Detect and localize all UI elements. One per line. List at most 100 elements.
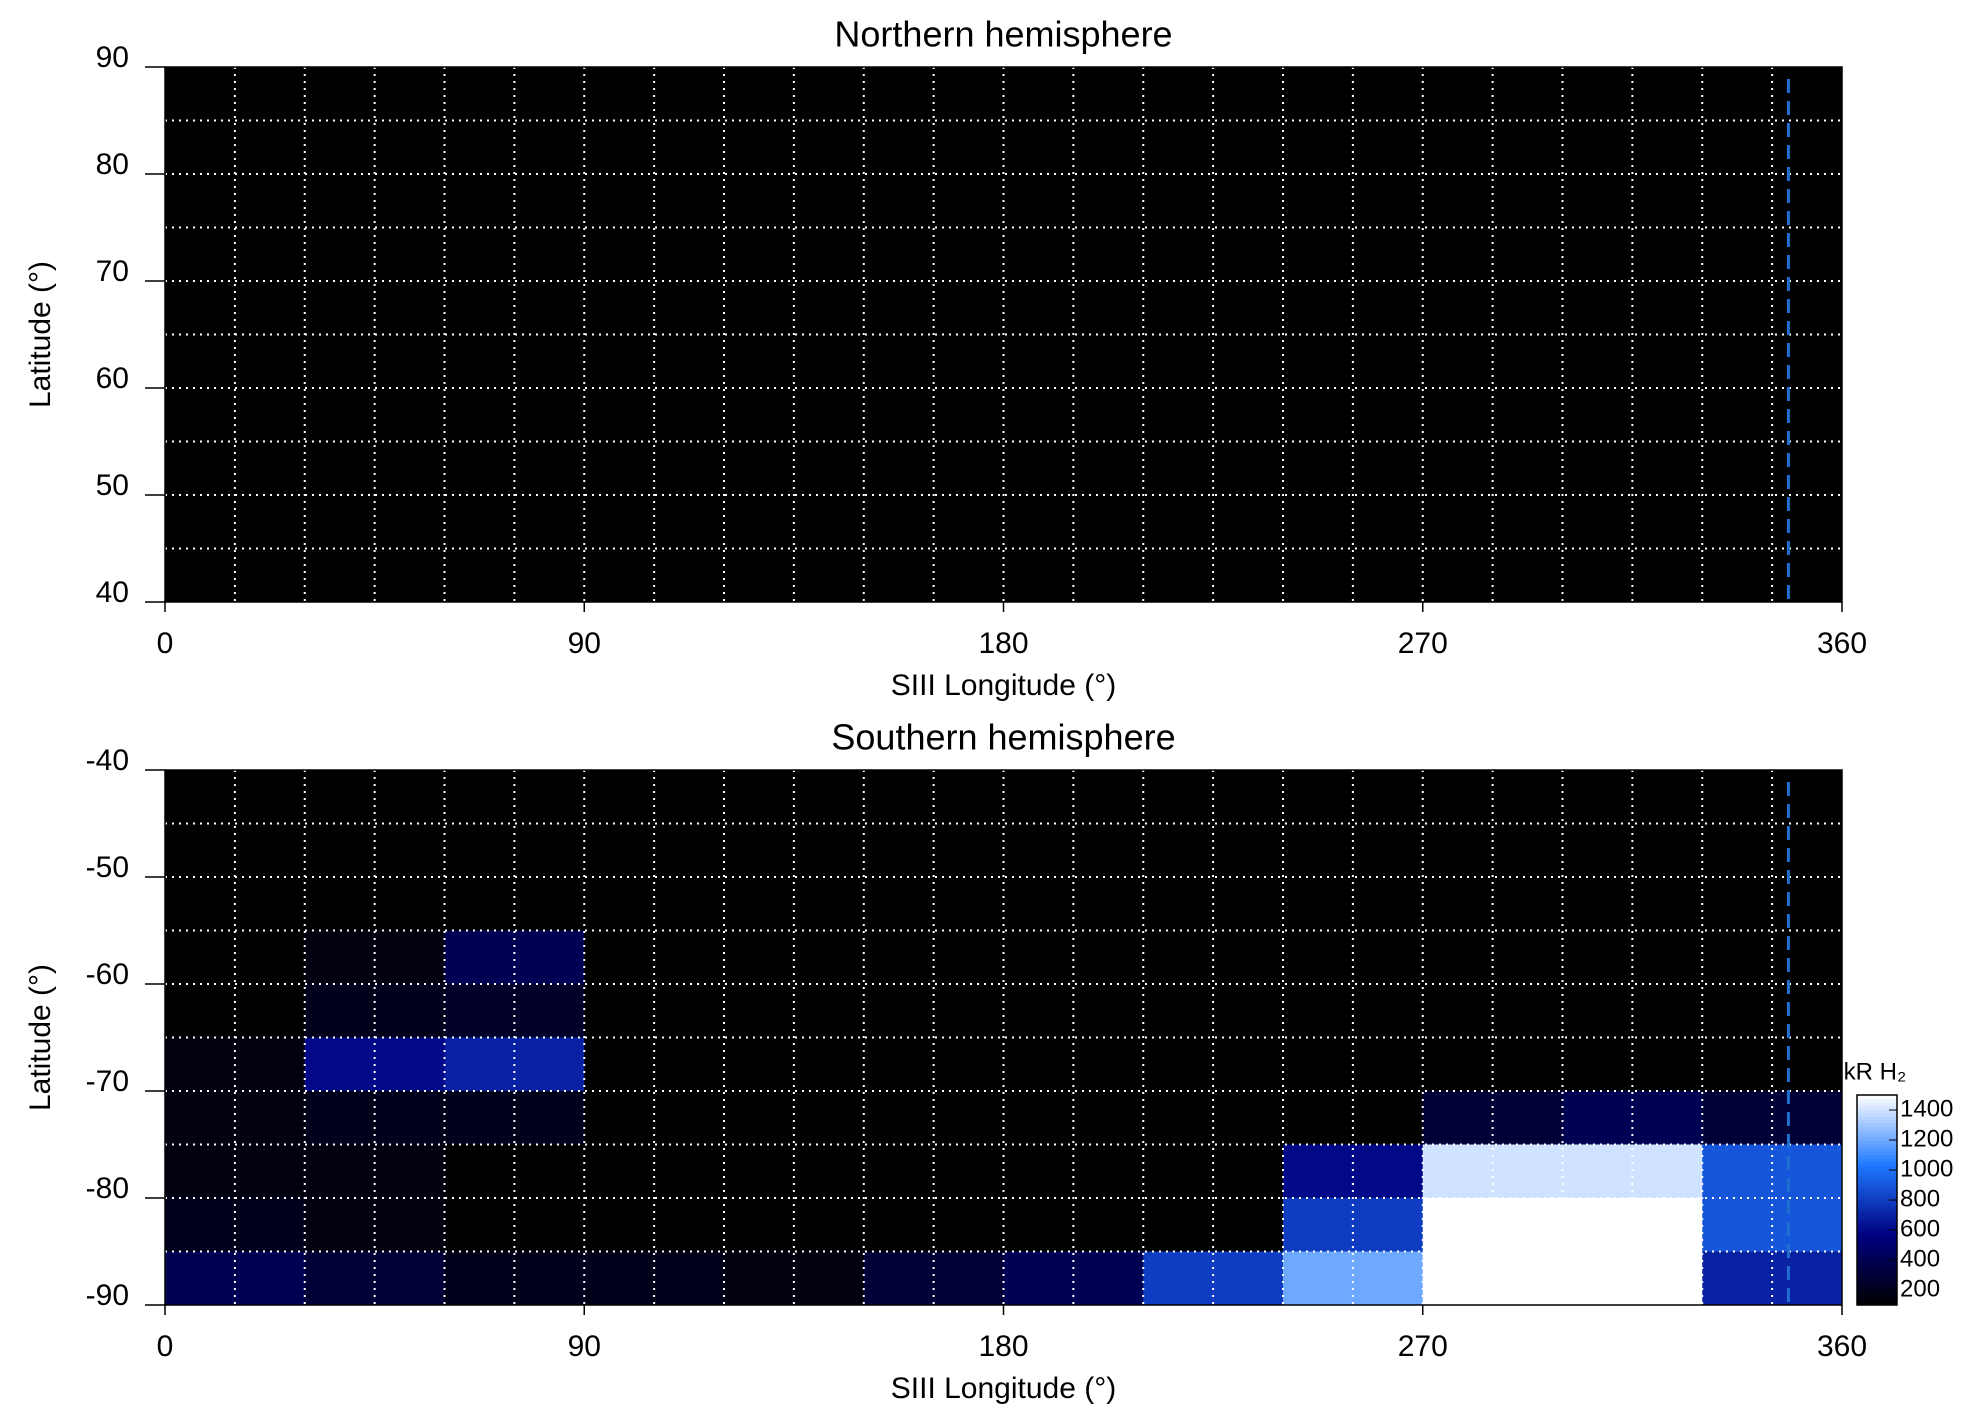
x-tick-label: 0 xyxy=(157,1330,174,1363)
colorbar-segment xyxy=(1857,1291,1897,1295)
y-tick-label: -40 xyxy=(86,744,129,777)
colorbar-segment xyxy=(1857,1245,1897,1250)
colorbar-segment xyxy=(1857,1147,1897,1152)
y-tick-label: 90 xyxy=(96,41,129,74)
heatmap-cell xyxy=(724,1251,865,1306)
colorbar-tick-label: 600 xyxy=(1900,1215,1940,1242)
heatmap-cell xyxy=(1143,1144,1284,1199)
colorbar-segment xyxy=(1857,1284,1897,1288)
colorbar-segment xyxy=(1857,1168,1897,1173)
heatmap-cell xyxy=(165,1144,306,1199)
chart-title: Northern hemisphere xyxy=(834,14,1172,55)
y-tick-label: -50 xyxy=(86,851,129,884)
y-tick-label: -60 xyxy=(86,958,129,991)
colorbar-tick-label: 400 xyxy=(1900,1245,1940,1272)
colorbar-segment xyxy=(1857,1298,1897,1302)
colorbar-segment xyxy=(1857,1224,1897,1229)
colorbar-segment xyxy=(1857,1119,1897,1124)
x-tick-label: 360 xyxy=(1817,627,1867,660)
colorbar-segment xyxy=(1857,1287,1897,1292)
colorbar-label: kR H₂ xyxy=(1844,1058,1907,1085)
heatmap-cell xyxy=(165,1251,306,1306)
y-tick-label: 50 xyxy=(96,469,129,502)
colorbar-segment xyxy=(1857,1140,1897,1145)
x-tick-label: 90 xyxy=(568,1330,601,1363)
heatmap-cell xyxy=(724,1144,865,1199)
colorbar-segment xyxy=(1857,1154,1897,1159)
heatmap-cell xyxy=(1003,1251,1144,1306)
heatmap-cell xyxy=(863,1251,1004,1306)
heatmap-cell xyxy=(584,1251,725,1306)
x-tick-label: 180 xyxy=(978,627,1028,660)
colorbar-segment xyxy=(1857,1175,1897,1180)
heatmap-cell xyxy=(584,1144,725,1199)
heatmap-cell xyxy=(1702,1144,1843,1199)
colorbar-segment xyxy=(1857,1270,1897,1274)
colorbar-segment xyxy=(1857,1193,1897,1197)
colorbar-segment xyxy=(1857,1228,1897,1232)
heatmap-cell xyxy=(1003,1144,1144,1199)
colorbar-segment xyxy=(1857,1102,1897,1106)
colorbar-segment xyxy=(1857,1231,1897,1236)
y-axis-label: Latitude (°) xyxy=(24,261,57,408)
heatmap-cell xyxy=(444,1144,585,1199)
x-tick-label: 90 xyxy=(568,627,601,660)
colorbar-segment xyxy=(1857,1238,1897,1243)
colorbar-segment xyxy=(1857,1263,1897,1267)
x-tick-label: 270 xyxy=(1398,1330,1448,1363)
y-axis-label: Latitude (°) xyxy=(24,964,57,1111)
colorbar-segment xyxy=(1857,1203,1897,1208)
colorbar-segment xyxy=(1857,1161,1897,1166)
heatmap-cell xyxy=(1283,1251,1424,1306)
heatmap-cell xyxy=(304,1144,445,1199)
colorbar-segment xyxy=(1857,1273,1897,1278)
heatmap-cell xyxy=(1283,1144,1424,1199)
colorbar-segment xyxy=(1857,1095,1897,1099)
heatmap-cell xyxy=(1562,1144,1703,1199)
colorbar-segment xyxy=(1857,1214,1897,1218)
colorbar-segment xyxy=(1857,1200,1897,1204)
colorbar-segment xyxy=(1857,1259,1897,1264)
heatmap-cell xyxy=(1562,1251,1703,1306)
colorbar-tick-label: 200 xyxy=(1900,1275,1940,1302)
colorbar-segment xyxy=(1857,1137,1897,1141)
colorbar-segment xyxy=(1857,1242,1897,1246)
colorbar-segment xyxy=(1857,1172,1897,1176)
y-tick-label: 40 xyxy=(96,576,129,609)
colorbar-segment xyxy=(1857,1221,1897,1225)
heatmap-cell xyxy=(304,1251,445,1306)
colorbar-segment xyxy=(1857,1158,1897,1162)
colorbar-segment xyxy=(1857,1294,1897,1299)
heatmap-cell xyxy=(1702,1251,1843,1306)
colorbar-segment xyxy=(1857,1098,1897,1103)
heatmap-cell xyxy=(863,1144,1004,1199)
colorbar-segment xyxy=(1857,1235,1897,1239)
heatmap-cell xyxy=(444,1251,585,1306)
colorbar-segment xyxy=(1857,1277,1897,1281)
colorbar-segment xyxy=(1857,1109,1897,1113)
x-tick-label: 180 xyxy=(978,1330,1028,1363)
colorbar-tick-label: 1200 xyxy=(1900,1125,1953,1152)
colorbar-segment xyxy=(1857,1196,1897,1201)
y-tick-label: 60 xyxy=(96,362,129,395)
colorbar-segment xyxy=(1857,1151,1897,1155)
colorbar-tick-label: 1000 xyxy=(1900,1155,1953,1182)
x-tick-label: 360 xyxy=(1817,1330,1867,1363)
colorbar-segment xyxy=(1857,1266,1897,1271)
colorbar-segment xyxy=(1857,1249,1897,1253)
heatmap-cell xyxy=(1422,1144,1563,1199)
colorbar-segment xyxy=(1857,1130,1897,1134)
heatmap-cell xyxy=(1143,1251,1284,1306)
chart-title: Southern hemisphere xyxy=(831,717,1175,758)
x-axis-label: SIII Longitude (°) xyxy=(891,669,1116,702)
colorbar-segment xyxy=(1857,1144,1897,1148)
colorbar-segment xyxy=(1857,1252,1897,1257)
colorbar-tick-label: 1400 xyxy=(1900,1095,1953,1122)
colorbar-segment xyxy=(1857,1179,1897,1183)
colorbar-segment xyxy=(1857,1116,1897,1120)
colorbar-segment xyxy=(1857,1165,1897,1169)
x-tick-label: 270 xyxy=(1398,627,1448,660)
y-tick-label: -70 xyxy=(86,1065,129,1098)
